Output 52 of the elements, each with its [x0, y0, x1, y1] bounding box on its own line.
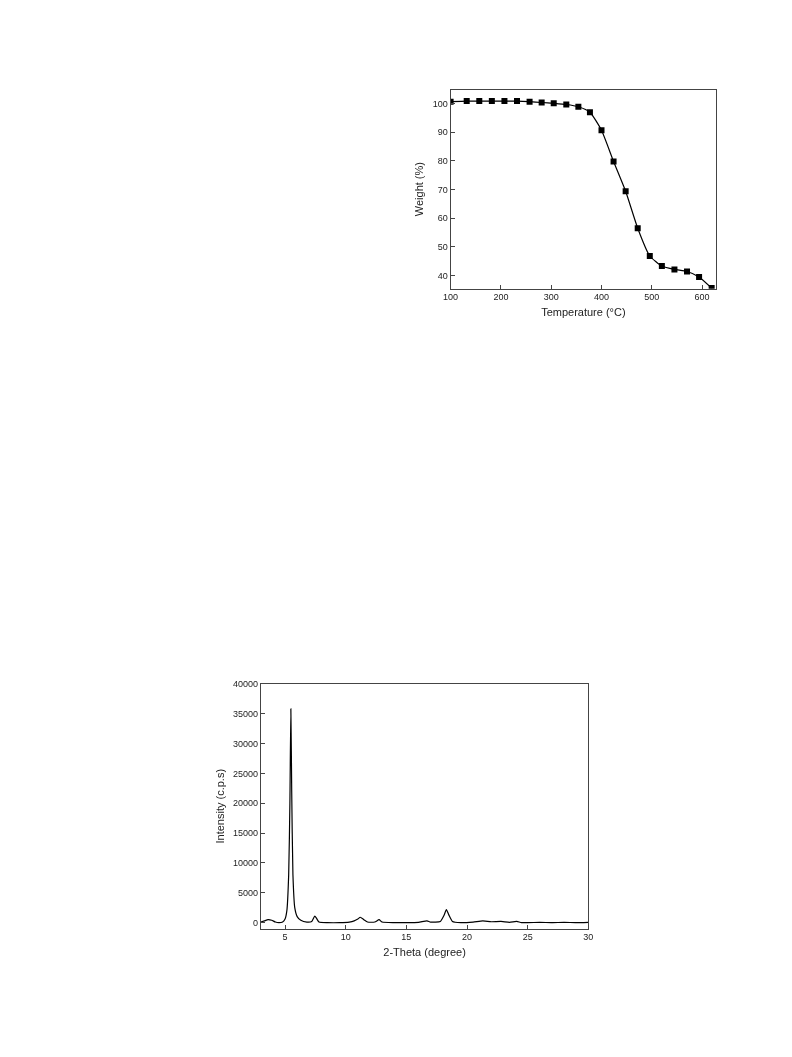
point: [550, 100, 557, 107]
y-tick-label: 60: [437, 213, 448, 224]
x-tick-label: 600: [694, 292, 710, 303]
x-tick-label: 10: [340, 932, 351, 943]
point: [696, 273, 703, 280]
y-tick-label: 10000: [232, 858, 258, 869]
point: [598, 127, 605, 134]
y-tick-label: 5000: [237, 887, 258, 898]
point: [684, 268, 691, 275]
y-tick-label: 0: [252, 917, 258, 928]
y-tick-label: 25000: [232, 768, 258, 779]
point: [622, 188, 629, 195]
point: [501, 98, 508, 105]
x-axis-title: 2-Theta (degree): [383, 945, 466, 958]
point: [646, 253, 653, 259]
y-tick-label: 15000: [232, 828, 258, 839]
x-tick-label: 400: [593, 292, 610, 303]
x-tick-label: 25: [522, 932, 533, 943]
point: [514, 98, 520, 105]
point: [575, 103, 582, 110]
point: [586, 109, 593, 116]
point: [634, 225, 641, 232]
y-tick-label: 40000: [232, 678, 258, 689]
point: [463, 98, 470, 105]
y-axis-title: Weight (%): [413, 162, 426, 217]
y-tick-label: 100: [432, 98, 448, 109]
y-tick-label: 50: [437, 241, 448, 252]
y-tick-label: 35000: [232, 708, 258, 719]
point: [658, 263, 665, 270]
point: [538, 99, 545, 106]
y-tick-label: 40: [437, 270, 448, 281]
x-tick-label: 300: [543, 292, 559, 303]
y-tick-label: 90: [437, 127, 448, 138]
x-tick-label: 5: [282, 932, 288, 943]
x-tick-label: 20: [462, 932, 473, 943]
y-axis-title: Intensity (c.p.s): [213, 768, 226, 844]
point: [488, 98, 495, 105]
y-tick-label: 20000: [232, 798, 258, 809]
point: [610, 158, 617, 165]
y-tick-label: 80: [437, 156, 448, 167]
x-tick-label: 500: [644, 292, 660, 303]
x-axis-title: Temperature (°C): [541, 305, 626, 318]
point: [476, 98, 483, 105]
line-series: [260, 708, 589, 924]
point: [671, 266, 678, 273]
y-tick-label: 30000: [232, 738, 258, 749]
point: [563, 101, 570, 108]
point: [526, 98, 533, 105]
x-tick-label: 15: [401, 932, 412, 943]
y-tick-label: 70: [437, 184, 448, 195]
x-tick-label: 200: [493, 292, 509, 303]
x-tick-label: 30: [583, 932, 594, 943]
